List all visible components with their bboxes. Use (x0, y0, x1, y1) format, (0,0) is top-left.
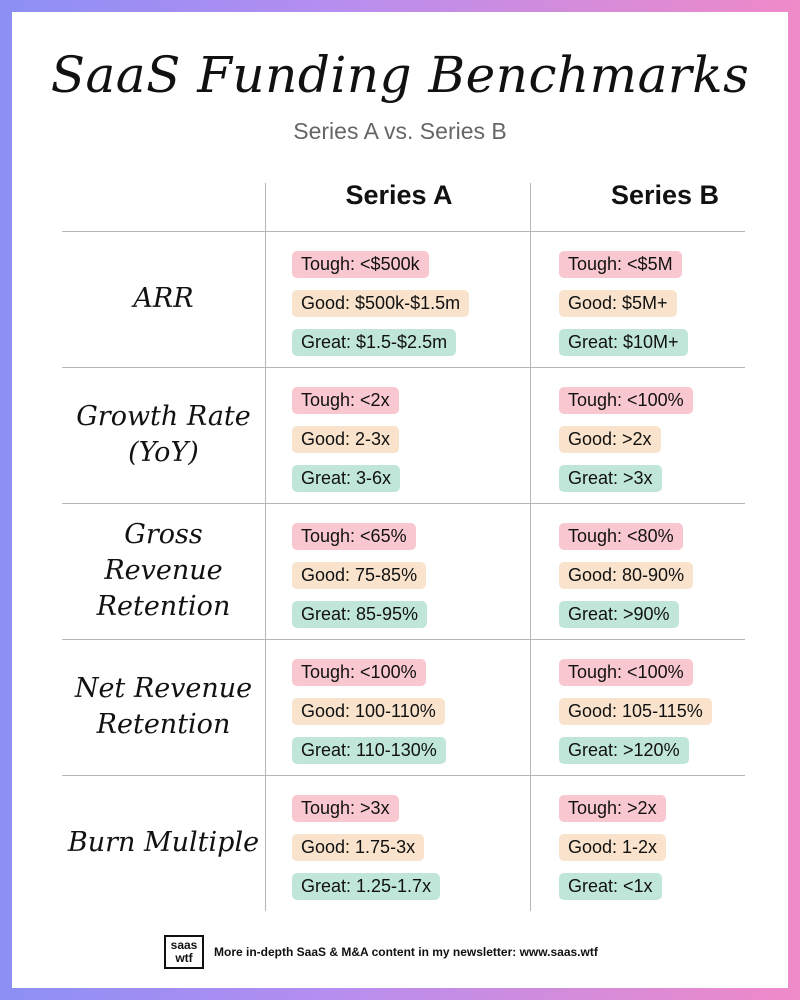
row-divider (62, 775, 745, 776)
good-badge: Good: 1-2x (559, 834, 667, 861)
row-label: Net Revenue Retention (74, 673, 253, 740)
great-badge: Great: 110-130% (292, 737, 446, 764)
tough-badge: Tough: <100% (559, 387, 693, 414)
column-header-series-b: Series B (610, 180, 720, 210)
tough-badge: Tough: <65% (292, 523, 416, 550)
tough-badge: Tough: >3x (292, 795, 399, 822)
great-badge: Great: 1.25-1.7x (292, 873, 441, 900)
page-subtitle: Series A vs. Series B (293, 118, 507, 144)
row-divider (62, 367, 745, 368)
row-label: Burn Multiple (67, 827, 260, 858)
good-badge: Good: $5M+ (559, 290, 677, 317)
good-badge: Good: $500k-$1.5m (292, 290, 470, 317)
saas-wtf-logo: saas wtf (164, 935, 204, 969)
good-badge: Good: >2x (559, 426, 661, 453)
tough-badge: Tough: <100% (292, 659, 426, 686)
great-badge: Great: >3x (559, 465, 662, 492)
great-badge: Great: >120% (559, 737, 689, 764)
tough-badge: Tough: <100% (559, 659, 693, 686)
row-label: Growth Rate (YoY) (76, 401, 251, 468)
tough-badge: Tough: <80% (559, 523, 683, 550)
row-divider (62, 639, 745, 640)
row-divider (62, 503, 745, 504)
row-divider (62, 231, 745, 232)
row-label: ARR (133, 283, 194, 314)
great-badge: Great: <1x (559, 873, 662, 900)
good-badge: Good: 105-115% (559, 698, 712, 725)
page-title: SaaS Funding Benchmarks (50, 46, 750, 104)
great-badge: Great: >90% (559, 601, 679, 628)
tough-badge: Tough: <2x (292, 387, 399, 414)
great-badge: Great: 85-95% (292, 601, 428, 628)
benchmark-card: SaaS Funding Benchmarks Series A vs. Ser… (12, 12, 788, 988)
good-badge: Good: 2-3x (292, 426, 400, 453)
good-badge: Good: 1.75-3x (292, 834, 425, 861)
tough-badge: Tough: >2x (559, 795, 666, 822)
column-divider (265, 183, 266, 911)
column-divider (530, 183, 531, 911)
great-badge: Great: 3-6x (292, 465, 401, 492)
great-badge: Great: $10M+ (559, 329, 688, 356)
row-label: Gross Revenue Retention (96, 519, 231, 622)
tough-badge: Tough: <$500k (292, 251, 429, 278)
good-badge: Good: 75-85% (292, 562, 427, 589)
tough-badge: Tough: <$5M (559, 251, 682, 278)
great-badge: Great: $1.5-$2.5m (292, 329, 457, 356)
footer: saas wtf More in-depth SaaS & M&A conten… (164, 934, 598, 970)
good-badge: Good: 80-90% (559, 562, 694, 589)
good-badge: Good: 100-110% (292, 698, 445, 725)
footer-newsletter-text: More in-depth SaaS & M&A content in my n… (214, 945, 598, 959)
column-header-series-a: Series A (345, 180, 453, 210)
